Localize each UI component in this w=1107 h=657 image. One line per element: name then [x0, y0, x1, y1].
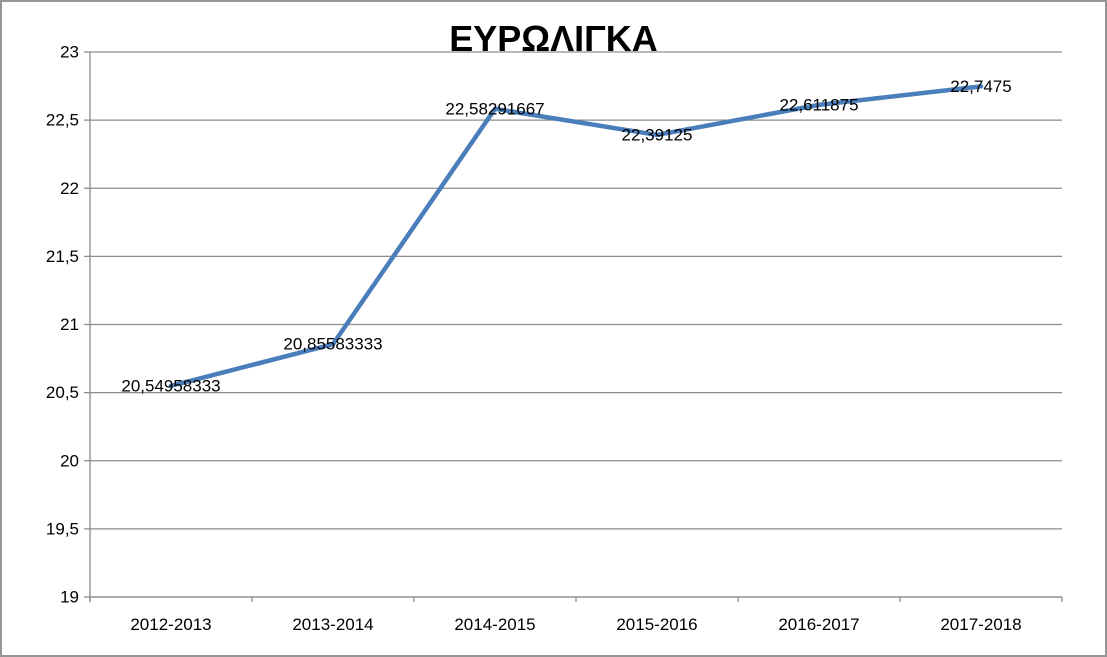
data-point-label: 22,39125	[622, 125, 693, 144]
data-point-label: 22,7475	[950, 77, 1011, 96]
y-axis-tick-label: 22	[60, 179, 79, 198]
x-axis-category-label: 2015-2016	[616, 615, 697, 634]
x-axis-category-label: 2012-2013	[130, 615, 211, 634]
y-axis-tick-label: 23	[60, 43, 79, 62]
y-axis-tick-label: 19	[60, 588, 79, 607]
y-axis-tick-label: 21	[60, 315, 79, 334]
x-axis-category-label: 2016-2017	[778, 615, 859, 634]
data-point-label: 22,58291667	[445, 99, 544, 118]
y-axis-tick-label: 22,5	[46, 111, 79, 130]
y-axis-tick-label: 19,5	[46, 519, 79, 538]
data-point-label: 22,611875	[779, 95, 858, 114]
x-axis-category-label: 2014-2015	[454, 615, 535, 634]
x-axis-category-label: 2017-2018	[940, 615, 1021, 634]
series-line	[168, 84, 984, 389]
data-point-label: 20,85583333	[283, 335, 382, 354]
y-axis-tick-label: 20	[60, 451, 79, 470]
data-point-label: 20,54958333	[121, 376, 220, 395]
x-axis-category-label: 2013-2014	[292, 615, 373, 634]
y-axis-tick-label: 21,5	[46, 247, 79, 266]
y-axis-tick-label: 20,5	[46, 383, 79, 402]
